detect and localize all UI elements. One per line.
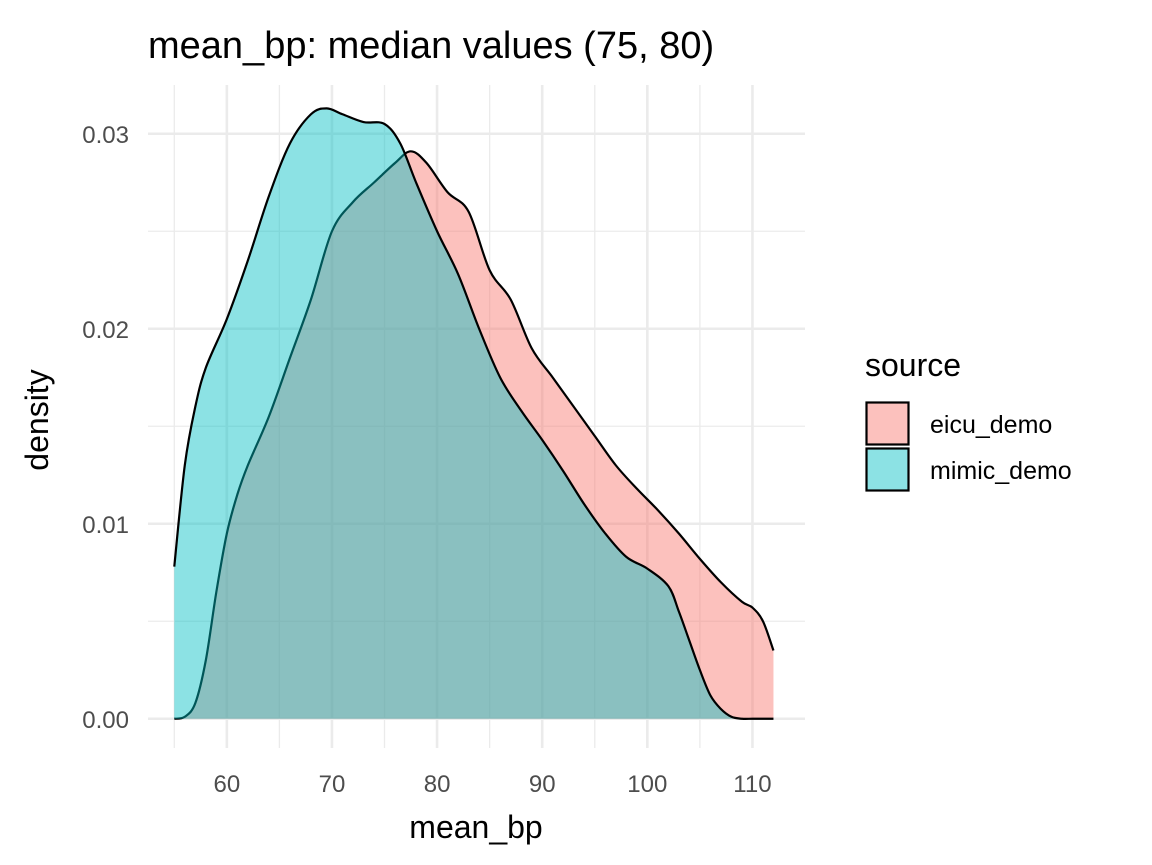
x-tick-label: 60: [213, 771, 240, 798]
y-tick-label: 0.03: [82, 122, 129, 149]
legend-items: eicu_demo mimic_demo: [865, 401, 1072, 492]
y-tick-label: 0.00: [82, 707, 129, 734]
x-tick-label: 80: [424, 771, 451, 798]
y-tick-labels: 0.00 0.01 0.02 0.03: [82, 122, 129, 734]
legend-title: source: [865, 347, 961, 383]
grid-layer: [148, 85, 805, 748]
legend-label-eicu-demo: eicu_demo: [930, 411, 1052, 439]
y-tick-label: 0.02: [82, 317, 129, 344]
x-axis-title: mean_bp: [409, 809, 542, 845]
density-area-mimic-demo: [174, 108, 774, 719]
x-tick-label: 70: [319, 771, 346, 798]
density-line-eicu-demo: [174, 150, 775, 720]
legend-label-mimic-demo: mimic_demo: [930, 457, 1072, 485]
density-line-mimic-demo: [173, 107, 774, 720]
x-tick-label: 110: [733, 771, 771, 798]
legend-key-bg-eicu-demo: [866, 402, 909, 445]
y-axis-title: density: [19, 369, 55, 470]
legend-key-bg-mimic-demo: [866, 448, 909, 491]
x-tick-label: 90: [529, 771, 556, 798]
legend: source eicu_demo mimic_demo: [865, 347, 1072, 492]
series-layer: [173, 107, 775, 720]
density-area-eicu-demo: [174, 151, 774, 719]
legend-key-mimic-demo: [865, 447, 910, 492]
legend-key-eicu-demo: [865, 401, 910, 446]
chart-title: mean_bp: median values (75, 80): [148, 25, 714, 67]
x-tick-label: 100: [627, 771, 667, 798]
y-tick-label: 0.01: [82, 512, 129, 539]
x-tick-labels: 60 70 80 90 100 110: [213, 771, 771, 798]
